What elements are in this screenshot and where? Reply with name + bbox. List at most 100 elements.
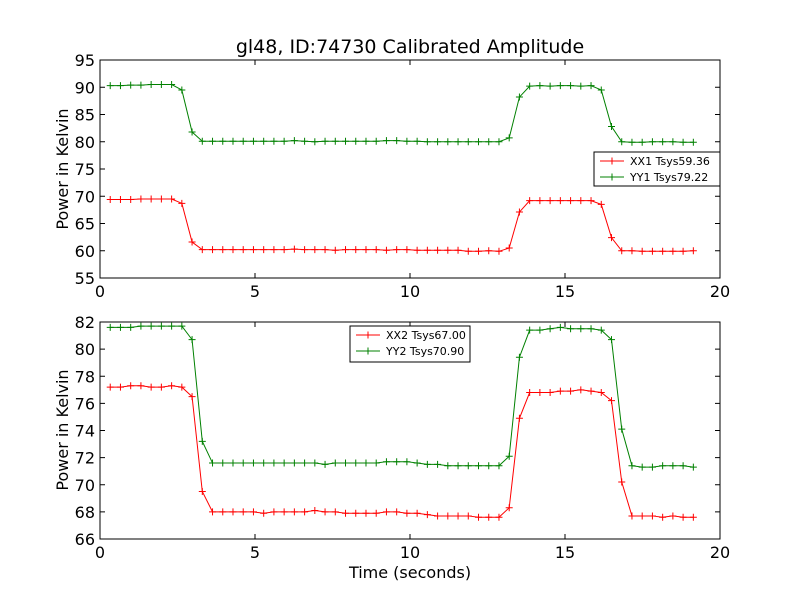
data-point-marker bbox=[587, 197, 595, 205]
data-point-marker bbox=[239, 137, 247, 145]
data-point-marker bbox=[147, 322, 155, 330]
data-point-marker bbox=[413, 459, 421, 467]
data-point-marker bbox=[403, 246, 411, 254]
data-point-marker bbox=[515, 208, 523, 216]
data-point-marker bbox=[352, 137, 360, 145]
data-point-marker bbox=[198, 488, 206, 496]
legend-entry-label: XX1 Tsys59.36 bbox=[630, 155, 710, 168]
data-point-marker bbox=[106, 383, 114, 391]
data-point-marker bbox=[618, 478, 626, 486]
x-tick-label: 10 bbox=[400, 543, 420, 562]
data-point-marker bbox=[536, 326, 544, 334]
legend-box bbox=[349, 325, 471, 363]
data-point-marker bbox=[352, 246, 360, 254]
data-point-marker bbox=[311, 507, 319, 515]
data-point-marker bbox=[679, 462, 687, 470]
data-point-marker bbox=[556, 197, 564, 205]
data-point-marker bbox=[689, 463, 697, 471]
data-point-marker bbox=[659, 462, 667, 470]
data-point-marker bbox=[423, 246, 431, 254]
legend-marker bbox=[608, 157, 616, 165]
data-point-marker bbox=[137, 81, 145, 89]
data-point-marker bbox=[209, 246, 217, 254]
data-point-marker bbox=[454, 246, 462, 254]
data-point-marker bbox=[301, 508, 309, 516]
data-point-marker bbox=[382, 137, 390, 145]
x-tick-label: 5 bbox=[250, 543, 260, 562]
data-point-marker bbox=[127, 196, 135, 204]
data-point-marker bbox=[556, 323, 564, 331]
legend-entry-label: XX2 Tsys67.00 bbox=[386, 329, 466, 342]
data-point-marker bbox=[546, 197, 554, 205]
data-point-marker bbox=[567, 82, 575, 90]
data-point-marker bbox=[198, 437, 206, 445]
data-point-marker bbox=[444, 462, 452, 470]
data-point-marker bbox=[464, 462, 472, 470]
data-point-marker bbox=[485, 138, 493, 146]
data-point-marker bbox=[342, 137, 350, 145]
y-tick-label: 90 bbox=[75, 78, 95, 97]
data-point-marker bbox=[270, 246, 278, 254]
data-point-marker bbox=[219, 246, 227, 254]
data-point-marker bbox=[485, 462, 493, 470]
data-point-marker bbox=[260, 137, 268, 145]
y-tick-label: 82 bbox=[75, 313, 95, 332]
data-point-marker bbox=[648, 138, 656, 146]
data-point-marker bbox=[659, 247, 667, 255]
data-point-marker bbox=[423, 460, 431, 468]
data-point-marker bbox=[597, 326, 605, 334]
data-point-marker bbox=[106, 323, 114, 331]
data-point-marker bbox=[679, 247, 687, 255]
data-point-marker bbox=[372, 137, 380, 145]
data-point-marker bbox=[188, 336, 196, 344]
data-point-marker bbox=[127, 382, 135, 390]
data-point-marker bbox=[526, 389, 534, 397]
data-point-marker bbox=[342, 509, 350, 517]
data-point-marker bbox=[311, 246, 319, 254]
data-point-marker bbox=[137, 195, 145, 203]
data-point-marker bbox=[362, 137, 370, 145]
data-point-marker bbox=[106, 196, 114, 204]
data-point-marker bbox=[209, 459, 217, 467]
data-point-marker bbox=[382, 246, 390, 254]
data-point-marker bbox=[219, 137, 227, 145]
x-tick-label: 20 bbox=[710, 543, 730, 562]
data-point-marker bbox=[270, 137, 278, 145]
data-point-marker bbox=[260, 509, 268, 517]
data-point-marker bbox=[475, 138, 483, 146]
legend-entry-label: YY1 Tsys79.22 bbox=[629, 171, 708, 184]
data-point-marker bbox=[116, 323, 124, 331]
data-point-marker bbox=[178, 322, 186, 330]
data-point-marker bbox=[454, 462, 462, 470]
data-point-marker bbox=[618, 247, 626, 255]
data-point-marker bbox=[393, 246, 401, 254]
y-tick-label: 66 bbox=[75, 530, 95, 549]
data-point-marker bbox=[301, 137, 309, 145]
data-point-marker bbox=[628, 138, 636, 146]
data-point-marker bbox=[209, 137, 217, 145]
data-point-marker bbox=[362, 509, 370, 517]
data-point-marker bbox=[413, 246, 421, 254]
data-point-marker bbox=[648, 247, 656, 255]
data-point-marker bbox=[157, 81, 165, 89]
data-point-marker bbox=[536, 389, 544, 397]
data-point-marker bbox=[147, 383, 155, 391]
data-point-marker bbox=[515, 353, 523, 361]
legend-box bbox=[593, 151, 721, 187]
x-tick-label: 10 bbox=[400, 282, 420, 301]
data-point-marker bbox=[352, 459, 360, 467]
data-point-marker bbox=[546, 325, 554, 333]
data-point-marker bbox=[157, 383, 165, 391]
y-tick-label: 65 bbox=[75, 215, 95, 234]
y-tick-label: 80 bbox=[75, 340, 95, 359]
legend: XX1 Tsys59.36 YY1 Tsys79.22 bbox=[593, 151, 721, 187]
data-point-marker bbox=[505, 134, 513, 142]
data-point-marker bbox=[342, 246, 350, 254]
data-point-marker bbox=[188, 128, 196, 136]
series-line-2-2 bbox=[110, 325, 694, 468]
legend-marker bbox=[364, 347, 372, 355]
data-point-marker bbox=[556, 82, 564, 90]
data-point-marker bbox=[301, 246, 309, 254]
data-point-marker bbox=[423, 138, 431, 146]
